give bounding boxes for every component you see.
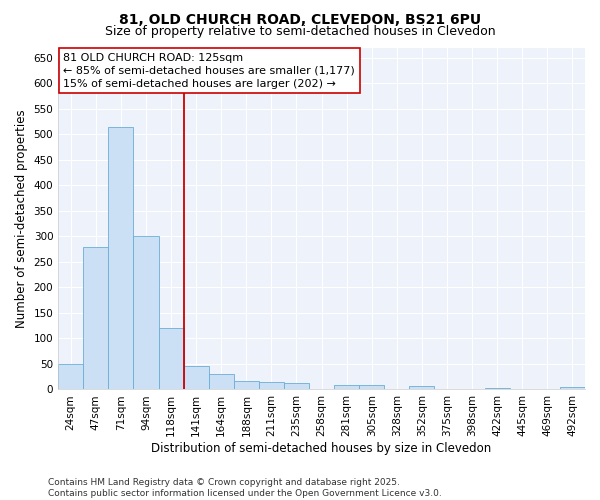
- Bar: [209, 374, 234, 390]
- Bar: [284, 383, 309, 390]
- Bar: [259, 382, 284, 390]
- Bar: [184, 366, 209, 390]
- Bar: [334, 386, 359, 390]
- Y-axis label: Number of semi-detached properties: Number of semi-detached properties: [15, 109, 28, 328]
- Bar: [133, 236, 158, 390]
- Bar: [109, 126, 133, 390]
- Text: 81 OLD CHURCH ROAD: 125sqm
← 85% of semi-detached houses are smaller (1,177)
15%: 81 OLD CHURCH ROAD: 125sqm ← 85% of semi…: [64, 52, 355, 89]
- Bar: [560, 388, 585, 390]
- Bar: [83, 246, 109, 390]
- Text: Contains HM Land Registry data © Crown copyright and database right 2025.
Contai: Contains HM Land Registry data © Crown c…: [48, 478, 442, 498]
- Bar: [158, 328, 184, 390]
- Text: Size of property relative to semi-detached houses in Clevedon: Size of property relative to semi-detach…: [104, 25, 496, 38]
- X-axis label: Distribution of semi-detached houses by size in Clevedon: Distribution of semi-detached houses by …: [151, 442, 492, 455]
- Bar: [234, 381, 259, 390]
- Bar: [359, 386, 385, 390]
- Bar: [58, 364, 83, 390]
- Bar: [485, 388, 510, 390]
- Bar: [409, 386, 434, 390]
- Text: 81, OLD CHURCH ROAD, CLEVEDON, BS21 6PU: 81, OLD CHURCH ROAD, CLEVEDON, BS21 6PU: [119, 12, 481, 26]
